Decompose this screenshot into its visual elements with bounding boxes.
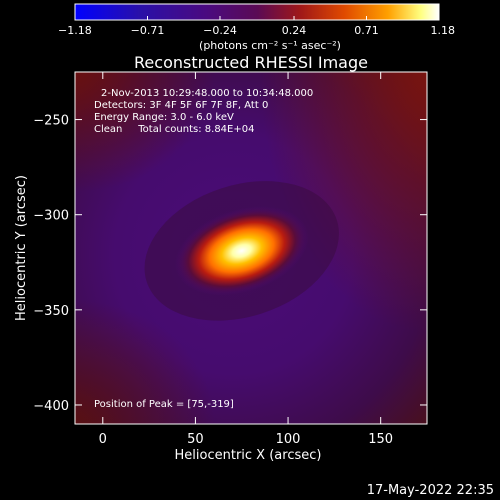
x-tick-label: 50 — [187, 432, 204, 447]
annotation-clean-counts: Clean Total counts: 8.84E+04 — [94, 124, 254, 135]
annotation-detectors: Detectors: 3F 4F 5F 6F 7F 8F, Att 0 — [94, 100, 268, 111]
chart-title: Reconstructed RHESSI Image — [134, 53, 368, 72]
y-tick-label: −350 — [33, 304, 69, 319]
corner-emission-top-left — [75, 72, 215, 192]
corner-emission-bottom-left — [75, 300, 215, 424]
y-axis-label: Heliocentric Y (arcsec) — [14, 175, 29, 321]
colorbar-tick-label: −0.24 — [203, 24, 237, 37]
colorbar-unit-label: (photons cm⁻² s⁻¹ asec⁻²) — [199, 39, 341, 52]
colorbar-tick-label: −0.71 — [131, 24, 165, 37]
plot-frame — [74, 71, 428, 425]
x-tick-label: 0 — [99, 432, 107, 447]
image-area — [75, 72, 427, 424]
annotation-energy-range: Energy Range: 3.0 - 6.0 keV — [94, 112, 234, 123]
y-axis-ticks: −250 −300 −350 −400 — [33, 114, 427, 414]
x-axis-label: Heliocentric X (arcsec) — [175, 448, 322, 463]
colorbar-tick-label: 0.24 — [282, 24, 307, 37]
source-peak — [174, 206, 309, 296]
x-tick-label: 150 — [368, 432, 393, 447]
peak-position-label: Position of Peak = [75,-319] — [94, 399, 234, 410]
colorbar-ticks: −1.18 −0.71 −0.24 0.24 0.71 1.18 — [58, 16, 455, 37]
x-axis-ticks: 0 50 100 150 — [99, 72, 393, 447]
colorbar — [74, 3, 440, 21]
footer-timestamp: 17-May-2022 22:35 — [367, 483, 494, 498]
colorbar-tick-label: 0.71 — [354, 24, 379, 37]
colorbar-tick-label: −1.18 — [58, 24, 92, 37]
y-tick-label: −400 — [33, 399, 69, 414]
colorbar-tick-label: 1.18 — [431, 24, 456, 37]
annotation-time-range: 2-Nov-2013 10:29:48.000 to 10:34:48.000 — [101, 88, 313, 99]
x-tick-label: 100 — [276, 432, 301, 447]
y-tick-label: −250 — [33, 114, 69, 129]
y-tick-label: −300 — [33, 209, 69, 224]
